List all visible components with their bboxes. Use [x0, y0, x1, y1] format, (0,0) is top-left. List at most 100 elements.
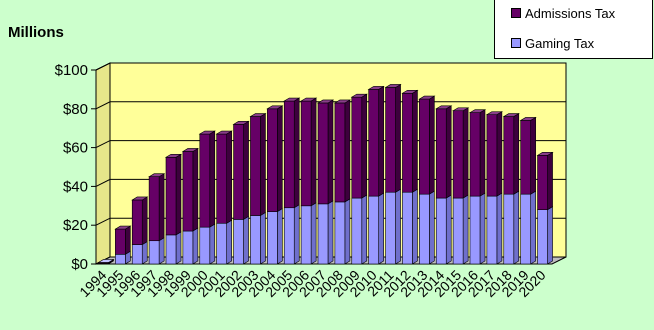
bar-admissions-tax-side — [344, 99, 351, 203]
bar-gaming-tax — [300, 205, 312, 265]
bar-admissions-tax — [385, 87, 396, 193]
bar-admissions-tax — [503, 116, 515, 195]
bar-gaming-tax — [469, 195, 481, 265]
bar-admissions-tax — [115, 228, 126, 255]
bar-admissions-tax — [452, 110, 464, 199]
bar-top — [249, 113, 267, 117]
bar-admissions-tax-side — [310, 97, 317, 207]
bar-admissions-tax — [537, 155, 548, 210]
bar-top — [350, 93, 368, 98]
bar-top — [384, 84, 402, 88]
bar-admissions-tax-side — [175, 153, 182, 236]
bar-admissions-tax — [520, 120, 531, 195]
bar-top — [232, 121, 250, 125]
bar-gaming-tax-side — [209, 223, 216, 265]
bar-gaming-tax — [131, 244, 143, 265]
bar-admissions-tax — [250, 116, 261, 216]
legend-item-admissions: Admissions Tax — [511, 4, 615, 22]
bar-gaming-tax — [283, 207, 295, 265]
bar-gaming-tax-side — [141, 241, 148, 265]
bar-top — [198, 130, 216, 135]
bar-admissions-tax — [148, 176, 160, 242]
bar-gaming-tax-side — [175, 231, 182, 265]
bar-gaming-tax-side — [530, 190, 536, 265]
legend-swatch-gaming — [511, 38, 521, 48]
y-axis-label: Millions — [8, 24, 64, 41]
bar-admissions-tax — [469, 112, 481, 197]
bar-admissions-tax-side — [513, 113, 520, 195]
bar-gaming-tax-side — [445, 194, 452, 265]
bar-admissions-tax-side — [141, 196, 148, 246]
plot-side-wall — [95, 62, 111, 265]
bar-top — [283, 97, 301, 102]
bar-admissions-tax — [402, 92, 413, 193]
bar-gaming-tax — [402, 191, 413, 265]
bar-gaming-tax — [148, 240, 160, 265]
bar-top — [300, 97, 318, 102]
bar-admissions-tax-side — [412, 89, 418, 193]
bar-gaming-tax-side — [310, 202, 317, 265]
bar-gaming-tax — [368, 195, 379, 265]
bar-admissions-tax-side — [327, 99, 334, 205]
bar-top — [131, 196, 149, 201]
bar-gaming-tax — [537, 209, 548, 265]
bar-top — [367, 86, 385, 90]
bar-gaming-tax-side — [462, 194, 469, 265]
bar-gaming-tax-side — [395, 188, 401, 265]
bar-gaming-tax — [317, 203, 329, 265]
bar-admissions-tax — [368, 89, 379, 197]
bar-top — [215, 130, 233, 135]
bar-top — [536, 152, 554, 156]
bar-admissions-tax-side — [530, 116, 536, 195]
bar-gaming-tax-side — [293, 204, 300, 265]
bar-admissions-tax-side — [260, 113, 266, 217]
bar-gaming-tax — [385, 191, 396, 265]
bar-admissions-tax — [165, 157, 177, 236]
bar-admissions-tax — [351, 96, 363, 199]
bar-gaming-tax-side — [479, 192, 486, 265]
bar-gaming-tax — [486, 195, 498, 265]
bar-admissions-tax — [233, 124, 244, 220]
bar-gaming-tax — [250, 215, 261, 265]
y-tick-label: $0 — [71, 256, 88, 273]
bar-gaming-tax-side — [547, 206, 553, 265]
bar-gaming-tax-side — [277, 208, 283, 265]
bar-top — [316, 99, 335, 104]
bar-gaming-tax-side — [327, 200, 334, 265]
bar-admissions-tax-side — [429, 95, 435, 195]
bar-gaming-tax-side — [378, 192, 384, 265]
bar-gaming-tax-side — [243, 215, 249, 265]
bar-gaming-tax — [115, 254, 126, 265]
bar-gaming-tax — [419, 193, 430, 265]
bar-admissions-tax-side — [479, 109, 486, 197]
y-tick-label: $20 — [63, 217, 88, 234]
bar-admissions-tax-side — [125, 225, 131, 255]
bar-admissions-tax — [182, 151, 194, 232]
bar-admissions-tax — [419, 98, 430, 195]
bar-gaming-tax-side — [158, 237, 165, 265]
bar-top — [435, 105, 453, 110]
y-tick-label: $80 — [63, 101, 88, 118]
bar-gaming-tax — [267, 211, 278, 265]
bar-admissions-tax-side — [378, 85, 384, 197]
bar-top — [502, 113, 520, 117]
bar-gaming-tax-side — [344, 198, 351, 265]
bar-top — [148, 173, 166, 177]
bar-gaming-tax — [520, 193, 531, 265]
bar-gaming-tax-side — [192, 227, 199, 265]
bar-top — [164, 154, 183, 158]
bar-admissions-tax — [283, 100, 295, 209]
y-tick-label: $40 — [63, 178, 88, 195]
bar-top — [468, 109, 487, 113]
bar-admissions-tax-side — [547, 151, 553, 211]
bar-gaming-tax — [182, 230, 194, 265]
bar-gaming-tax — [165, 234, 177, 265]
bar-gaming-tax — [435, 197, 447, 265]
bar-top — [401, 89, 419, 94]
y-tick-label: $100 — [55, 62, 88, 79]
bar-top — [519, 117, 537, 121]
bar-top — [485, 111, 503, 115]
bar-admissions-tax-side — [496, 111, 503, 197]
